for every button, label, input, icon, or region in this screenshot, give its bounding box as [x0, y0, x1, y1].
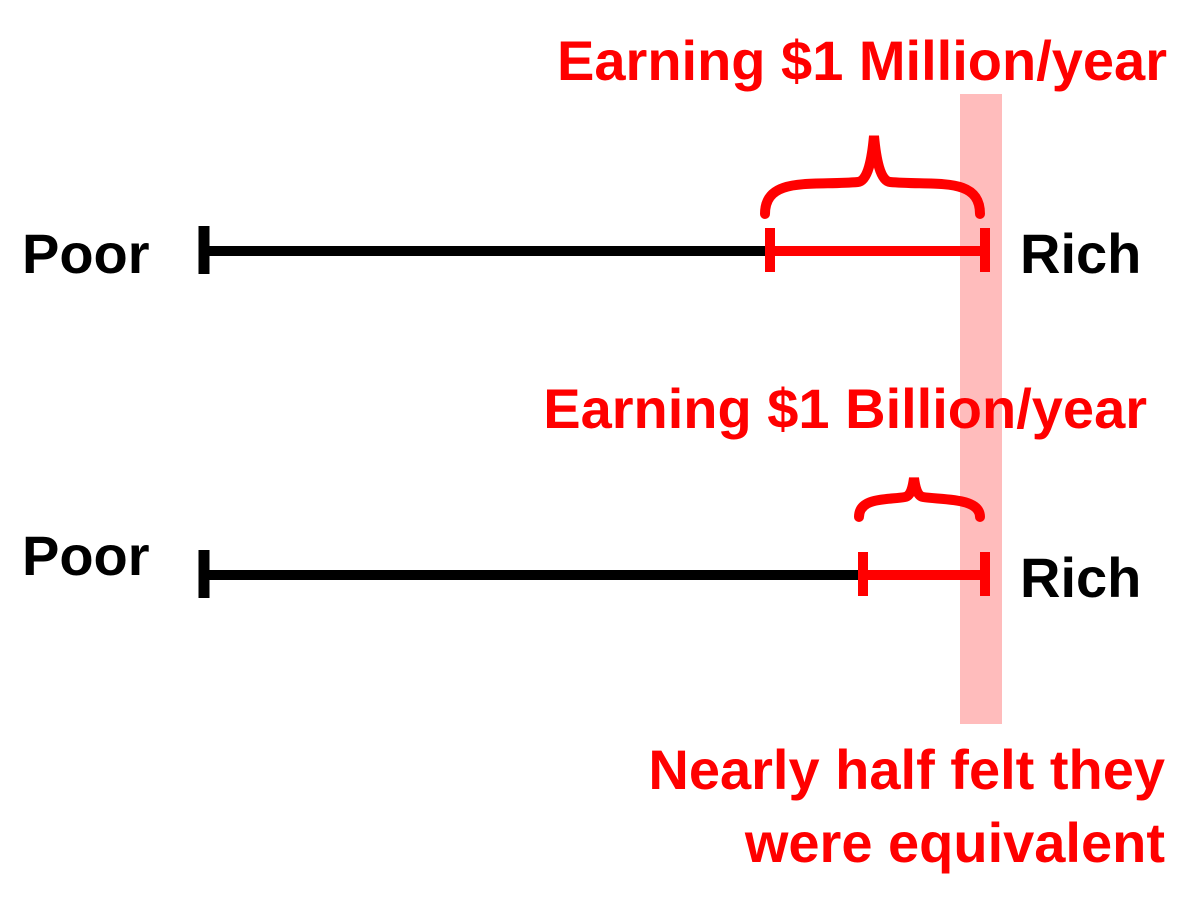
right-label-rich-2: Rich [1020, 546, 1141, 609]
caption-billion: Earning $1 Billion/year [543, 377, 1147, 440]
brace-million [760, 135, 985, 219]
right-label-rich-1: Rich [1020, 222, 1141, 285]
left-label-poor-1: Poor [22, 222, 150, 285]
caption-million: Earning $1 Million/year [557, 29, 1167, 92]
conclusion-line-1: Nearly half felt they [648, 738, 1165, 801]
conclusion-line-2: were equivalent [744, 811, 1165, 874]
left-label-poor-2: Poor [22, 524, 150, 587]
brace-billion [854, 477, 985, 522]
